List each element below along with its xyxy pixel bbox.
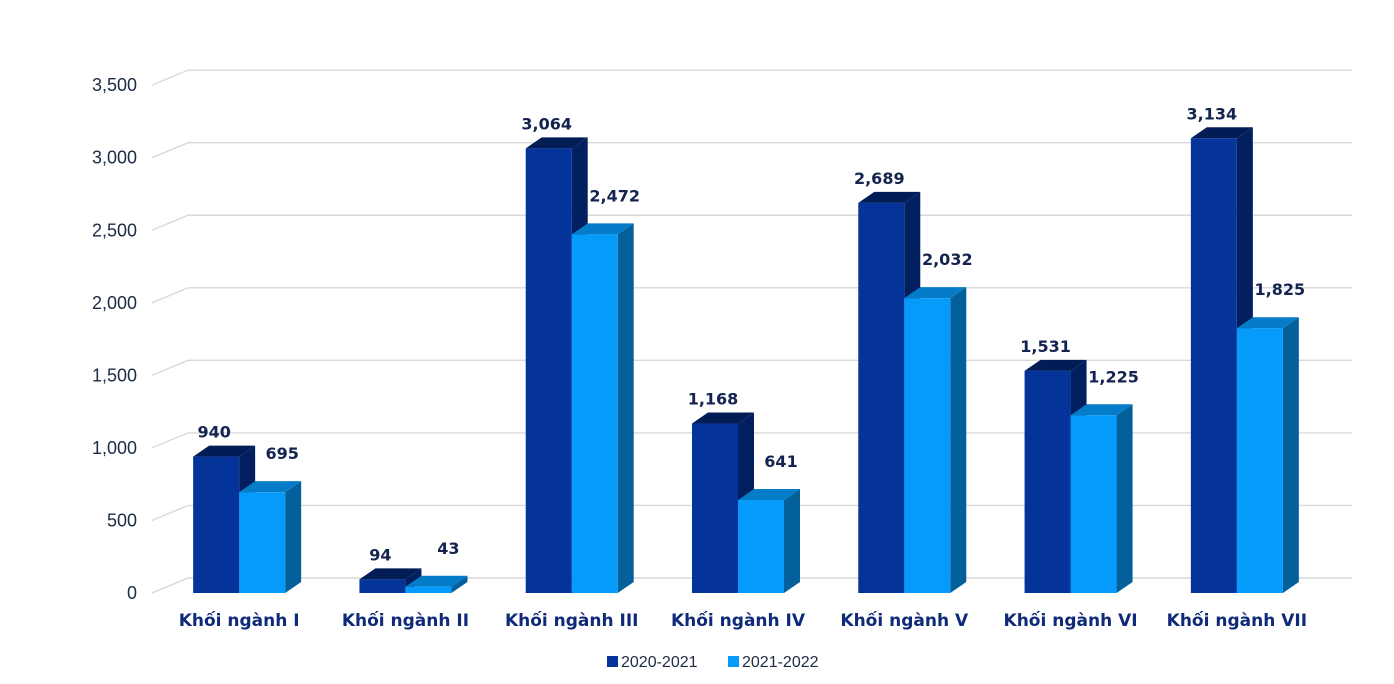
y-tick-label: 0 xyxy=(127,583,137,603)
data-label-s2-3: 641 xyxy=(764,452,797,471)
y-axis-ticks: 0 500 1,000 1,500 2,000 2,500 3,000 3,500 xyxy=(92,75,137,603)
bar-front xyxy=(405,586,452,593)
data-label-s2-0: 695 xyxy=(265,444,298,463)
y-tick-label: 3,000 xyxy=(92,148,137,168)
bar-s1-6 xyxy=(1190,127,1253,594)
bar-top xyxy=(738,488,800,500)
y-tick-label: 500 xyxy=(107,510,137,530)
x-category-label-0: Khối ngành I xyxy=(179,610,300,631)
legend: 2020-2021 2021-2022 xyxy=(607,654,819,671)
bar-front xyxy=(738,499,784,593)
bar-top xyxy=(1236,317,1299,329)
bar-side xyxy=(285,481,302,593)
x-category-label-3: Khối ngành IV xyxy=(671,610,806,631)
bar-s2-4 xyxy=(904,287,967,593)
bar-side xyxy=(451,575,468,593)
bar-front xyxy=(359,579,406,593)
bar-top xyxy=(405,575,468,587)
gridline xyxy=(151,214,1352,231)
bar-top xyxy=(525,137,588,149)
bar-top xyxy=(1070,404,1133,416)
bar-top xyxy=(692,412,754,424)
x-category-label-6: Khối ngành VII xyxy=(1167,610,1307,631)
data-label-s1-1: 94 xyxy=(369,545,391,564)
x-category-label-4: Khối ngành V xyxy=(840,610,969,631)
bar-side xyxy=(1282,317,1299,593)
bar-front xyxy=(571,234,618,593)
gridline xyxy=(151,359,1352,376)
bar-top xyxy=(858,191,921,203)
data-label-s1-6: 3,134 xyxy=(1187,104,1238,123)
data-label-s2-6: 1,825 xyxy=(1255,280,1306,299)
bar-s2-5 xyxy=(1070,404,1133,593)
x-category-label-2: Khối ngành III xyxy=(505,610,639,631)
bar-s2-0 xyxy=(239,481,302,593)
gridlines xyxy=(151,69,1352,594)
bars xyxy=(193,127,1299,594)
legend-label-2021-2022: 2021-2022 xyxy=(742,654,819,671)
data-label-s1-2: 3,064 xyxy=(521,114,572,133)
bar-s1-0 xyxy=(193,445,256,593)
bar-side xyxy=(950,287,967,593)
x-axis-categories: Khối ngành I Khối ngành II Khối ngành III K… xyxy=(179,610,1307,631)
bar-top xyxy=(239,481,302,493)
bar-front xyxy=(692,423,738,593)
y-tick-label: 3,500 xyxy=(92,75,137,95)
gridline xyxy=(151,287,1352,304)
data-label-s1-5: 1,531 xyxy=(1020,337,1071,356)
bar-front xyxy=(1190,138,1237,594)
bar-top xyxy=(904,287,967,299)
data-label-s2-5: 1,225 xyxy=(1088,367,1139,386)
bar-side xyxy=(784,488,800,593)
bar-s2-6 xyxy=(1236,317,1299,593)
gridline xyxy=(151,141,1352,159)
bar-top xyxy=(193,445,256,457)
legend-swatch-2020-2021 xyxy=(607,656,618,667)
bar-side xyxy=(617,223,634,593)
bar-s2-2 xyxy=(571,223,634,593)
bar-front xyxy=(239,492,286,593)
x-category-label-1: Khối ngành II xyxy=(342,610,469,631)
bar-front xyxy=(193,456,240,593)
y-tick-label: 1,000 xyxy=(92,438,137,458)
bar-top xyxy=(1190,127,1253,139)
data-label-s1-3: 1,168 xyxy=(688,390,739,409)
y-tick-label: 2,500 xyxy=(92,220,137,240)
bar-top xyxy=(1024,359,1087,371)
gridline xyxy=(151,69,1352,86)
x-category-label-5: Khối ngành VI xyxy=(1004,610,1138,631)
bar-front xyxy=(1024,370,1071,593)
data-label-s2-4: 2,032 xyxy=(922,250,973,269)
bar-top xyxy=(359,568,422,580)
bar-front xyxy=(525,148,572,593)
legend-swatch-2021-2022 xyxy=(728,656,739,667)
bar-front xyxy=(1236,328,1283,593)
data-label-s2-2: 2,472 xyxy=(589,186,640,205)
data-label-s2-1: 43 xyxy=(437,539,459,558)
bar-front xyxy=(1070,415,1117,593)
bar-front xyxy=(858,202,905,593)
legend-label-2020-2021: 2020-2021 xyxy=(621,654,698,671)
bar-front xyxy=(904,298,951,593)
data-label-s1-0: 940 xyxy=(197,423,230,442)
bar-side xyxy=(1116,404,1133,593)
bar-s2-3 xyxy=(738,488,800,593)
data-labels: 940 695 94 43 3,064 2,472 1,168 641 2,689 2,032 1,… xyxy=(197,104,1305,564)
bar-top xyxy=(571,223,634,235)
y-tick-label: 1,500 xyxy=(92,365,137,385)
y-tick-label: 2,000 xyxy=(92,293,137,313)
bar-s2-1 xyxy=(405,575,468,593)
data-label-s1-4: 2,689 xyxy=(854,169,905,188)
